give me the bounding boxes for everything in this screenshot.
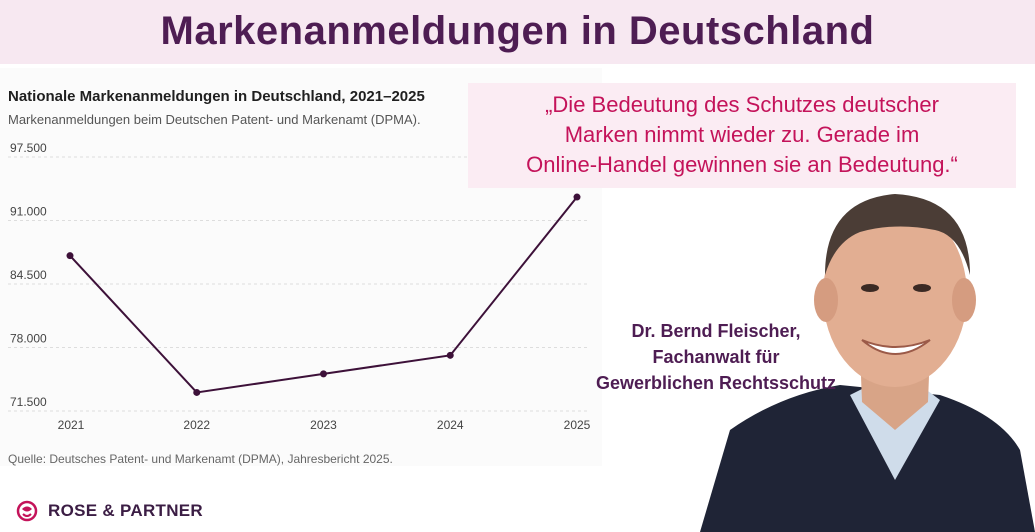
- x-tick-label: 2021: [58, 418, 85, 432]
- eye-right: [913, 284, 931, 292]
- x-tick-label: 2022: [183, 418, 210, 432]
- hair: [825, 194, 970, 275]
- y-tick-label: 78.000: [10, 332, 47, 346]
- company-logo[interactable]: ROSE & PARTNER: [16, 500, 203, 522]
- y-tick-label: 71.500: [10, 395, 47, 409]
- data-point: [573, 193, 581, 201]
- chart-title: Nationale Markenanmeldungen in Deutschla…: [8, 88, 425, 105]
- quote-line: Marken nimmt wieder zu. Gerade im: [564, 122, 920, 147]
- quote-line: Online-Handel gewinnen sie an Bedeutung.…: [526, 152, 958, 177]
- quote-text: „Die Bedeutung des Schutzes deutscher Ma…: [468, 90, 1016, 180]
- y-tick-label: 84.500: [10, 268, 47, 282]
- ear-right: [952, 278, 976, 322]
- face: [823, 203, 967, 387]
- line-chart: 97.500 91.000 84.500 78.000 71.500 2021 2022 20…: [8, 141, 591, 432]
- logo-text: ROSE & PARTNER: [48, 501, 204, 520]
- smile: [861, 339, 931, 355]
- person-name-line: Fachanwalt für: [652, 347, 780, 367]
- ear-left: [814, 278, 838, 322]
- x-tick-label: 2024: [437, 418, 464, 432]
- y-tick-label: 97.500: [10, 141, 47, 155]
- person-name: Dr. Bernd Fleischer, Fachanwalt für Gewe…: [566, 318, 866, 396]
- chart-source: Quelle: Deutsches Patent- und Markenamt …: [8, 452, 393, 466]
- data-point: [446, 351, 454, 359]
- person-name-line: Gewerblichen Rechtsschutz: [595, 373, 837, 393]
- data-point: [320, 370, 327, 378]
- person-name-line: Dr. Bernd Fleischer,: [631, 321, 801, 341]
- page-title: Markenanmeldungen in Deutschland: [160, 9, 875, 53]
- x-tick-label: 2025: [564, 418, 591, 432]
- data-point: [193, 388, 201, 396]
- suit-jacket: [700, 385, 1035, 532]
- x-tick-label: 2023: [310, 418, 337, 432]
- rose-icon: [16, 500, 38, 522]
- quote-box: [468, 83, 1016, 188]
- chart-subtitle: Markenanmeldungen beim Deutschen Patent-…: [8, 112, 421, 127]
- portrait-photo: [700, 194, 1035, 532]
- quote-line: „Die Bedeutung des Schutzes deutscher: [545, 92, 939, 117]
- eye-left: [861, 284, 879, 292]
- y-tick-label: 91.000: [10, 205, 47, 219]
- data-point: [66, 252, 74, 260]
- header-banner: [0, 0, 1035, 64]
- series-line: [69, 196, 578, 394]
